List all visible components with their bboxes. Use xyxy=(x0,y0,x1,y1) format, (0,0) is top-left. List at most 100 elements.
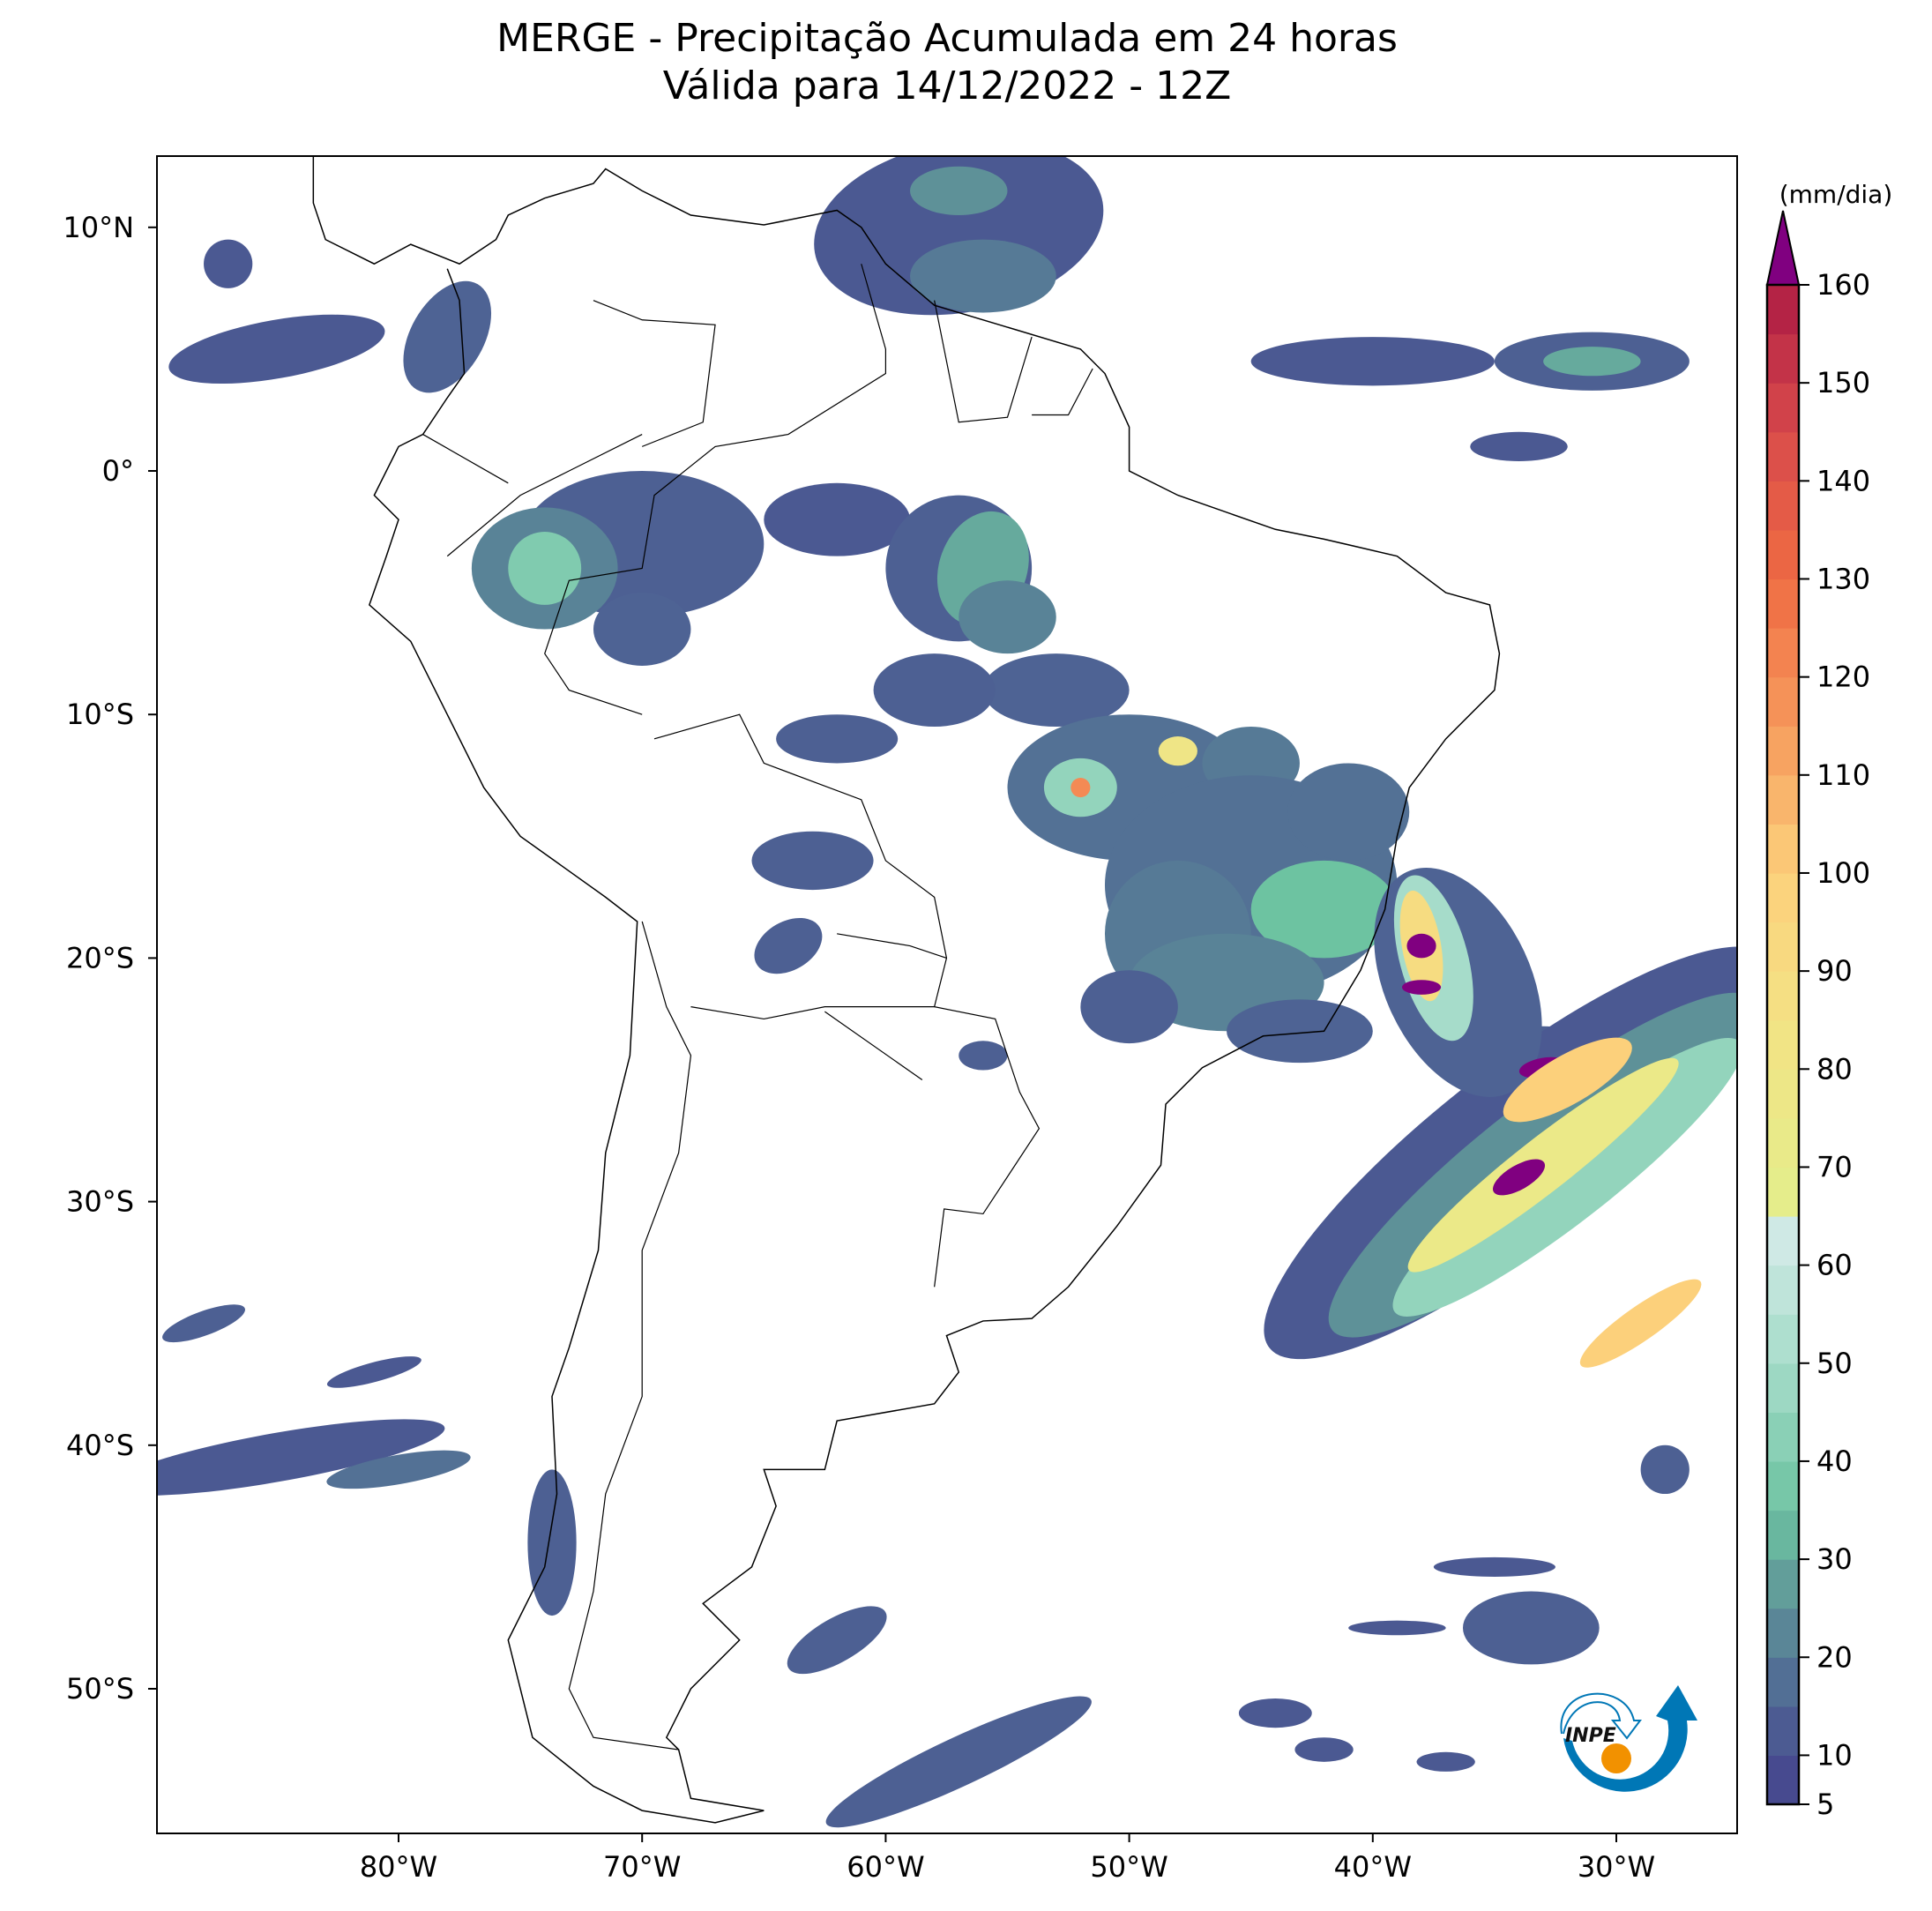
colorbar-tick-label: 110 xyxy=(1816,758,1870,792)
inpe-logo: INPE xyxy=(1560,1685,1697,1792)
precipitation-cell xyxy=(1416,1751,1475,1772)
colorbar-tick-label: 70 xyxy=(1816,1150,1853,1183)
colorbar-tick-label: 150 xyxy=(1816,366,1870,399)
precipitation-cell xyxy=(326,1356,421,1388)
colorbar-band xyxy=(1767,676,1799,727)
colorbar-band xyxy=(1767,922,1799,972)
colorbar-band xyxy=(1767,333,1799,384)
colorbar-tick-label: 60 xyxy=(1816,1249,1853,1282)
precipitation-cell xyxy=(776,714,899,764)
colorbar-band xyxy=(1767,1510,1799,1560)
colorbar-band xyxy=(1767,774,1799,825)
colorbar-band xyxy=(1767,431,1799,481)
colorbar-band xyxy=(1767,1019,1799,1070)
colorbar-band xyxy=(1767,971,1799,1021)
precipitation-cell xyxy=(787,1606,887,1675)
colorbar-band xyxy=(1767,1314,1799,1364)
y-tick-label: 10°S xyxy=(66,698,134,731)
precipitation-field xyxy=(157,156,1737,1828)
precipitation-cell xyxy=(1579,1279,1702,1368)
colorbar-tick-label: 10 xyxy=(1816,1738,1853,1772)
coastline xyxy=(312,156,1501,1824)
colorbar-tick-label: 140 xyxy=(1816,464,1870,497)
map-title-line2: Válida para 14/12/2022 - 12Z xyxy=(662,63,1232,108)
colorbar-band xyxy=(1767,383,1799,433)
country-border xyxy=(934,300,1033,423)
colorbar-band xyxy=(1767,1657,1799,1707)
colorbar-band xyxy=(1767,1216,1799,1266)
x-tick-label: 80°W xyxy=(360,1850,437,1884)
x-tick-label: 70°W xyxy=(603,1850,681,1884)
colorbar-tick-label: 5 xyxy=(1816,1788,1834,1821)
precipitation-cell xyxy=(1406,933,1436,959)
precipitation-cell xyxy=(1158,736,1197,766)
precipitation-cell xyxy=(982,653,1130,728)
precipitation-cell xyxy=(1543,347,1641,377)
country-border xyxy=(1032,368,1093,416)
colorbar-tick-label: 40 xyxy=(1816,1444,1853,1478)
precipitation-cell xyxy=(1433,1556,1555,1577)
precipitation-cell xyxy=(1401,980,1442,995)
y-axis: 10°N 0° 10°S 20°S 30°S 40°S 50°S xyxy=(63,211,157,1706)
x-tick-label: 50°W xyxy=(1090,1850,1167,1884)
precipitation-cell xyxy=(204,239,253,288)
precipitation-cell xyxy=(1227,999,1373,1064)
precipitation-cell xyxy=(508,532,582,605)
precipitation-cell xyxy=(168,314,385,384)
precipitation-cell xyxy=(527,1469,577,1616)
y-tick-label: 20°S xyxy=(66,941,134,974)
country-border xyxy=(544,264,887,715)
country-border xyxy=(593,300,716,447)
colorbar: 5 10 20 30 40 50 60 70 80 90 100 110 120 130 140 150 160 xyxy=(1765,210,1870,1821)
precipitation-cell xyxy=(403,280,492,393)
country-border xyxy=(653,713,948,1020)
precipitation-cell xyxy=(593,593,691,666)
precipitation-cell xyxy=(1080,970,1178,1044)
colorbar-band xyxy=(1767,628,1799,678)
y-tick-label: 30°S xyxy=(66,1185,134,1219)
colorbar-band xyxy=(1767,1755,1799,1805)
precipitation-cell xyxy=(1470,431,1568,461)
colorbar-tick-label: 100 xyxy=(1816,856,1870,890)
country-border xyxy=(934,1006,1041,1288)
colorbar-band xyxy=(1767,579,1799,629)
colorbar-band xyxy=(1767,1608,1799,1658)
colorbar-tick-label: 50 xyxy=(1816,1347,1853,1380)
precipitation-cell xyxy=(1640,1444,1690,1495)
map-title-line1: MERGE - Precipitação Acumulada em 24 hor… xyxy=(496,16,1398,61)
colorbar-tick-label: 80 xyxy=(1816,1052,1853,1086)
precipitation-cell xyxy=(162,1304,245,1343)
x-tick-label: 60°W xyxy=(847,1850,924,1884)
country-border xyxy=(824,1011,923,1080)
y-tick-label: 40°S xyxy=(66,1429,134,1462)
colorbar-band xyxy=(1767,285,1799,335)
colorbar-unit-label: (mm/dia) xyxy=(1779,180,1893,209)
country-border xyxy=(446,434,643,557)
precipitation-cell xyxy=(910,166,1008,215)
country-border xyxy=(422,434,509,484)
colorbar-band xyxy=(1767,1265,1799,1315)
colorbar-band xyxy=(1767,481,1799,531)
logo-text: INPE xyxy=(1565,1725,1616,1747)
x-tick-label: 40°W xyxy=(1334,1850,1412,1884)
precipitation-cell xyxy=(1250,337,1495,386)
colorbar-band xyxy=(1767,872,1799,923)
country-border xyxy=(837,933,947,959)
y-tick-label: 50°S xyxy=(66,1672,134,1706)
precipitation-cell xyxy=(873,653,996,728)
colorbar-band xyxy=(1767,1362,1799,1413)
country-border xyxy=(568,921,692,1751)
y-tick-label: 0° xyxy=(102,454,134,488)
colorbar-tick-label: 90 xyxy=(1816,954,1853,988)
precipitation-cell xyxy=(751,831,874,891)
precipitation-cell xyxy=(326,1450,471,1489)
precipitation-cell xyxy=(1503,1037,1632,1123)
precipitation-cell xyxy=(764,482,911,556)
precipitation-cell xyxy=(754,917,823,974)
map-frame xyxy=(156,155,1738,1834)
precipitation-cell xyxy=(1238,1698,1312,1728)
colorbar-band xyxy=(1767,1559,1799,1609)
precipitation-cell xyxy=(1492,1159,1546,1196)
colorbar-band xyxy=(1767,1069,1799,1119)
precipitation-cell xyxy=(1250,860,1398,959)
